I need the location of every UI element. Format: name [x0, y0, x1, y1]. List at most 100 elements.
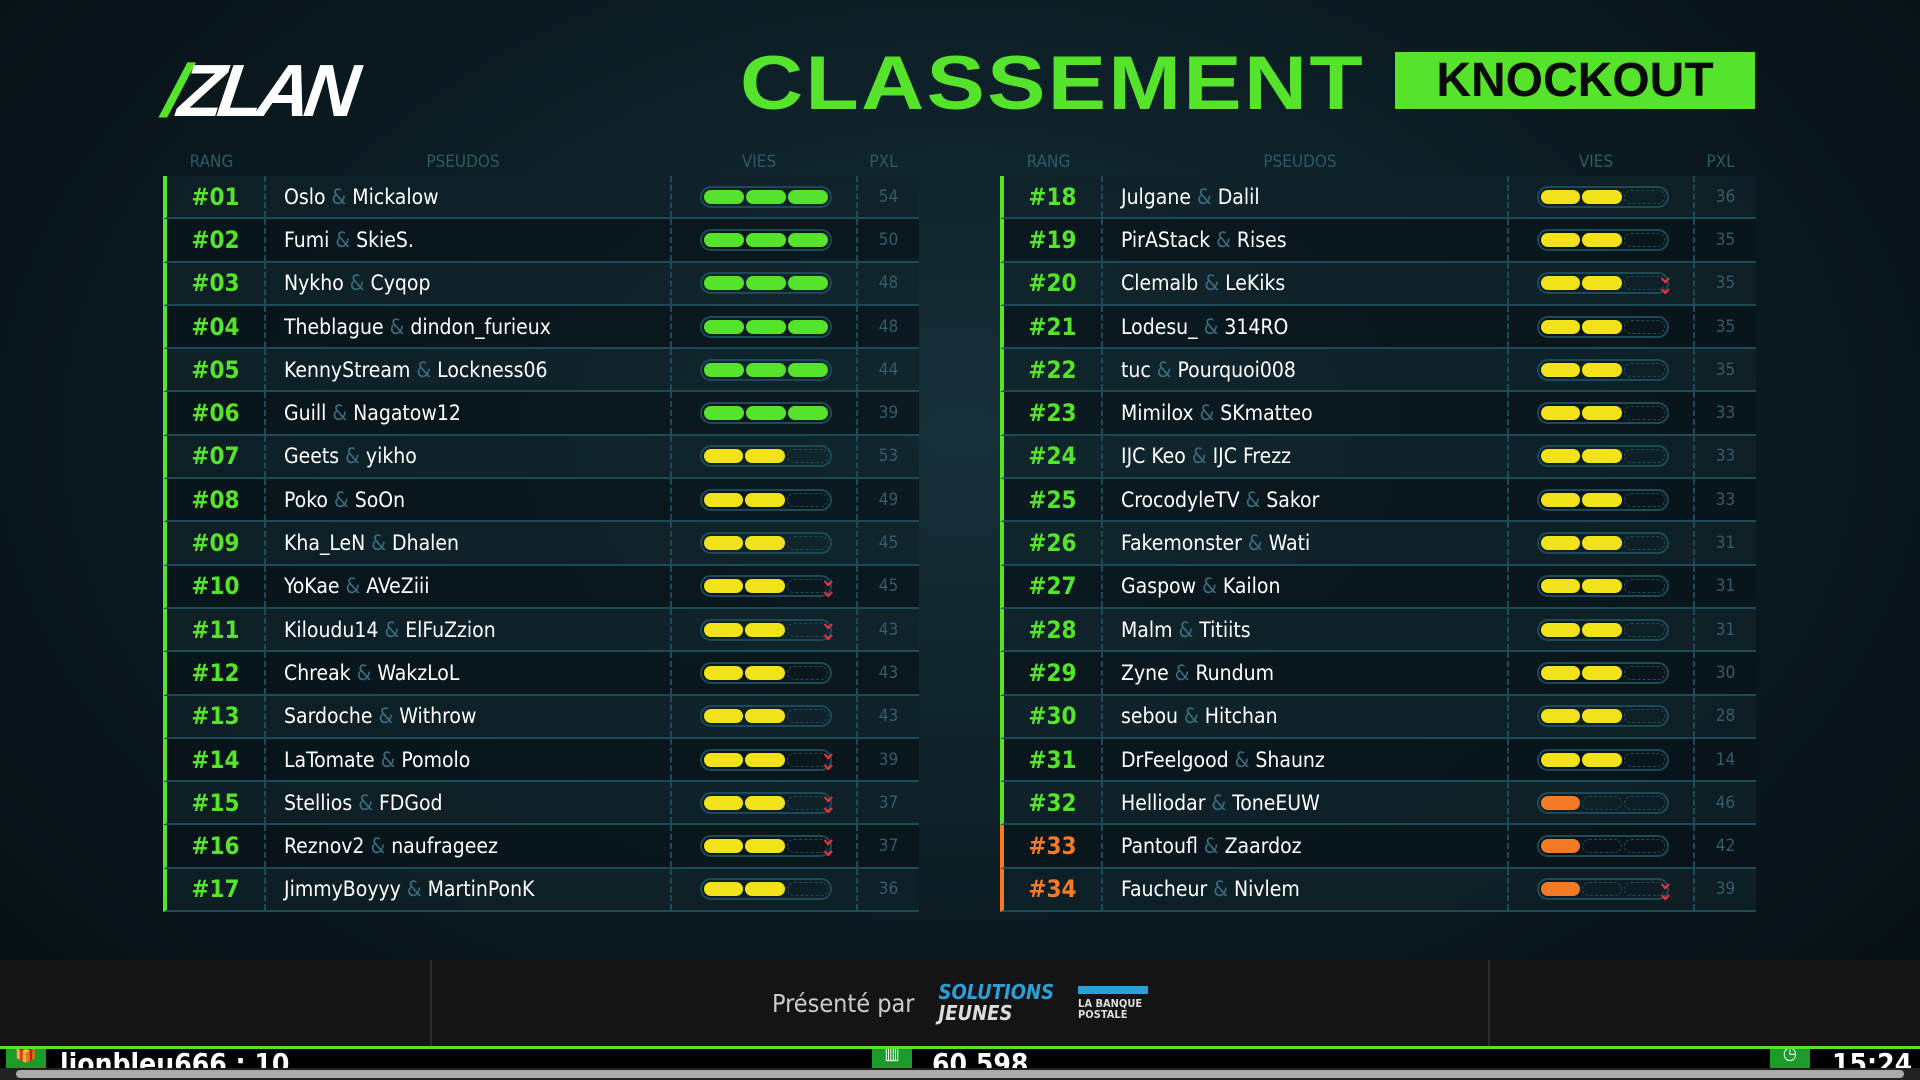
player1: Faucheur — [1121, 877, 1208, 902]
header-pxl: PXL — [869, 152, 898, 172]
team-names: sebou & Hitchan — [1101, 695, 1507, 737]
life-empty — [1581, 882, 1623, 897]
life-filled — [1582, 276, 1622, 291]
player1: Mimilox — [1121, 401, 1194, 426]
life-empty — [1623, 276, 1665, 291]
life-filled — [746, 189, 786, 204]
life-filled — [1541, 319, 1581, 334]
ampersand: & — [384, 617, 400, 642]
lives — [1507, 479, 1693, 521]
table-row: #03 Nykho & Cyqop 48 — [163, 262, 919, 306]
counter-icon: ▥ — [872, 1049, 912, 1068]
ampersand: & — [371, 531, 387, 556]
player1: IJC Keo — [1121, 444, 1186, 469]
pxl-score: 37 — [856, 825, 919, 867]
player1: Gaspow — [1121, 574, 1197, 599]
pxl-score: 35 — [1693, 262, 1756, 304]
ticker-center: 60 598 — [932, 1047, 1029, 1068]
pxl-score: 33 — [1693, 479, 1756, 521]
header-pxl: PXL — [1706, 152, 1735, 172]
rank: #24 — [1028, 442, 1077, 471]
team-names: Julgane & Dalil — [1101, 176, 1507, 218]
lives — [1507, 738, 1693, 781]
ampersand: & — [416, 357, 432, 382]
pxl-score: 39 — [856, 392, 919, 434]
rank: #26 — [1028, 529, 1077, 558]
life-empty — [1623, 622, 1665, 637]
player1: Kha_LeN — [284, 531, 366, 556]
pxl-score: 31 — [1693, 565, 1756, 607]
table-row: #30 sebou & Hitchan 28 — [1000, 695, 1756, 739]
team-names: LaTomate & Pomolo — [264, 738, 670, 781]
rank: #13 — [191, 702, 240, 731]
double-chevron-down-icon: ⌄ ⌄ — [820, 609, 837, 646]
player2: ElFuZzion — [405, 617, 496, 642]
player2: Dalil — [1217, 184, 1260, 209]
life-empty — [786, 449, 828, 464]
lives — [670, 176, 856, 218]
player1: Nykho — [284, 271, 344, 296]
life-filled — [1541, 752, 1581, 767]
lives-bar — [700, 402, 832, 425]
player2: Titiits — [1199, 617, 1251, 642]
lives — [670, 305, 856, 348]
team-names: Nykho & Cyqop — [264, 262, 670, 304]
pxl-score: 48 — [856, 262, 919, 304]
life-filled — [746, 362, 786, 377]
header-lives: VIES — [741, 152, 777, 172]
team-names: YoKae & AVeZiii — [264, 565, 670, 607]
life-filled — [704, 536, 744, 551]
rank: #31 — [1028, 745, 1077, 774]
table-row: #28 Malm & Titiits 31 — [1000, 608, 1756, 653]
life-filled — [745, 882, 785, 897]
lives-bar — [700, 618, 832, 641]
life-filled — [704, 319, 744, 334]
life-filled — [1582, 492, 1622, 507]
life-empty — [1624, 839, 1666, 854]
life-filled — [745, 839, 785, 854]
ampersand: & — [1156, 357, 1172, 382]
life-filled — [1582, 622, 1622, 637]
rank: #04 — [191, 312, 240, 341]
team-names: Pantoufl & Zaardoz — [1101, 825, 1507, 867]
ampersand: & — [1216, 227, 1231, 252]
lives-bar — [700, 878, 832, 901]
table-row: #05 KennyStream & Lockness06 44 — [163, 349, 919, 393]
rank: #05 — [191, 355, 240, 384]
table-header: RANG PSEUDOS VIES PXL — [163, 148, 919, 176]
lives — [1507, 392, 1693, 434]
life-filled — [704, 276, 744, 291]
scrollbar-thumb[interactable] — [16, 1070, 1904, 1078]
table-row: #15 Stellios & FDGod ⌄ ⌄ 37 — [163, 782, 919, 826]
team-names: Reznov2 & naufrageez — [264, 825, 670, 867]
horizontal-scrollbar[interactable] — [0, 1068, 1920, 1080]
table-row: #19 PirAStack & Rises 35 — [1000, 219, 1756, 263]
ampersand: & — [1203, 314, 1219, 339]
rank: #25 — [1028, 485, 1077, 514]
player2: dindon_furieux — [410, 314, 551, 339]
lives-bar — [700, 272, 832, 295]
life-filled — [746, 232, 786, 247]
life-empty — [786, 795, 828, 810]
player2: Lockness06 — [437, 357, 548, 382]
player1: Reznov2 — [284, 834, 365, 859]
team-names: Kha_LeN & Dhalen — [264, 522, 670, 564]
rank: #02 — [191, 225, 240, 254]
life-filled — [788, 362, 828, 377]
rank: #01 — [191, 182, 240, 211]
player2: WakzLoL — [377, 660, 460, 685]
lives-bar — [1537, 185, 1669, 208]
life-filled — [704, 406, 744, 421]
table-row: #34 Faucheur & Nivlem ⌄ ⌄ 39 — [1000, 868, 1756, 913]
lives — [670, 695, 856, 737]
pxl-score: 14 — [1693, 738, 1756, 781]
lives: ⌄ ⌄ — [670, 608, 856, 651]
table-row: #09 Kha_LeN & Dhalen 45 — [163, 522, 919, 566]
table-header: RANG PSEUDOS VIES PXL — [1000, 148, 1756, 176]
player1: Pantoufl — [1121, 834, 1198, 859]
lives — [1507, 435, 1693, 478]
life-filled — [788, 406, 828, 421]
pxl-score: 50 — [856, 219, 919, 261]
life-filled — [1582, 579, 1622, 594]
lives-bar — [700, 315, 832, 338]
